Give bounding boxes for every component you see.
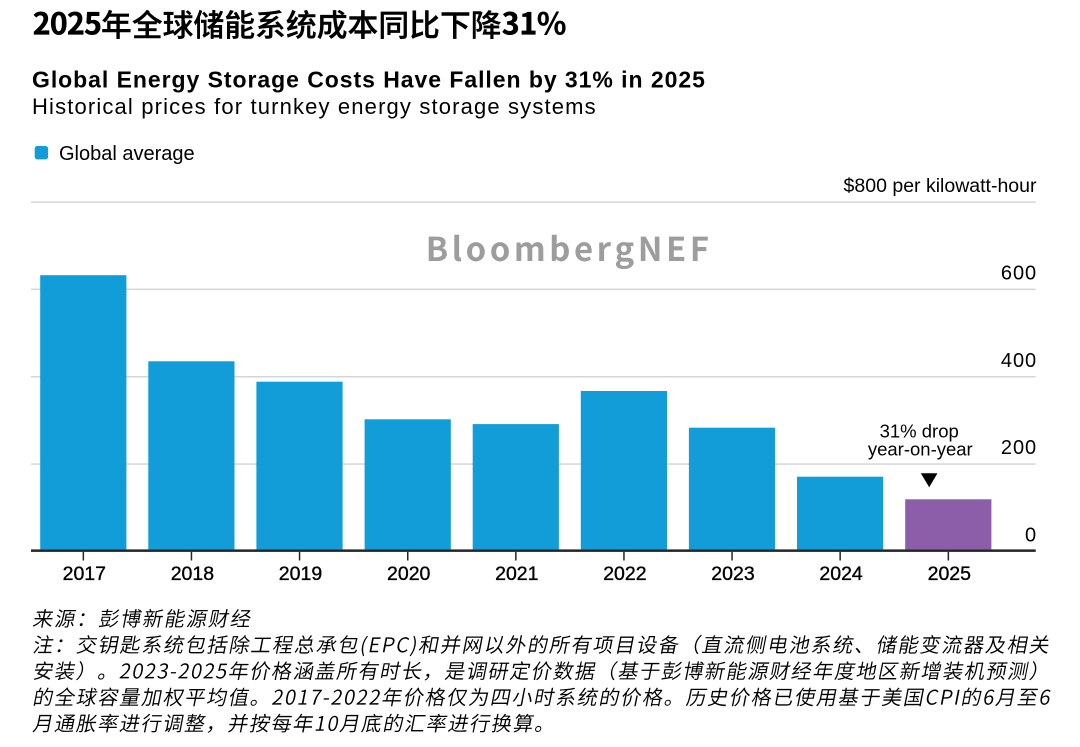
svg-text:200: 200: [1001, 437, 1037, 459]
svg-text:2019: 2019: [279, 563, 322, 585]
svg-text:2021: 2021: [495, 563, 538, 585]
svg-text:year-on-year: year-on-year: [868, 438, 973, 459]
svg-text:2022: 2022: [603, 563, 646, 585]
svg-text:2020: 2020: [387, 563, 431, 585]
svg-text:2018: 2018: [171, 563, 214, 585]
svg-text:Global Energy Storage Costs Ha: Global Energy Storage Costs Have Fallen …: [32, 66, 706, 92]
svg-text:Historical prices for turnkey: Historical prices for turnkey energy sto…: [32, 94, 597, 119]
svg-text:Global average: Global average: [59, 143, 195, 165]
svg-text:2024: 2024: [819, 563, 863, 585]
svg-text:$800 per kilowatt-hour: $800 per kilowatt-hour: [844, 175, 1037, 197]
svg-text:2023: 2023: [711, 563, 754, 585]
svg-text:600: 600: [1001, 263, 1037, 285]
svg-text:2025: 2025: [928, 563, 972, 585]
svg-text:0: 0: [1025, 524, 1037, 546]
svg-text:2017: 2017: [63, 563, 106, 585]
svg-text:400: 400: [1001, 350, 1037, 372]
svg-text:31% drop: 31% drop: [880, 420, 959, 441]
